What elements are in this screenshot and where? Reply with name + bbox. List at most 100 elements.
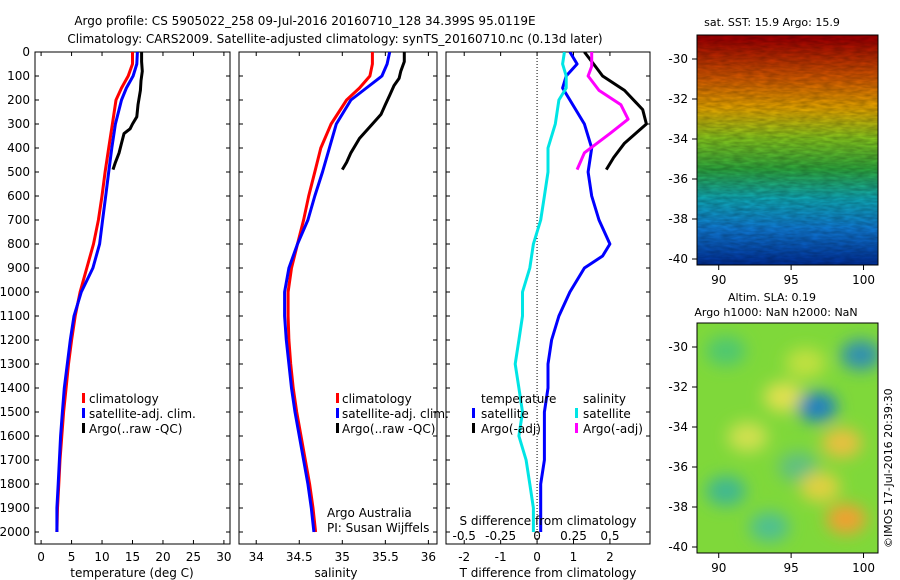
lon-tick-label: 100 — [852, 273, 875, 287]
legend-label-sal-satellite: satellite — [583, 407, 631, 421]
imos-watermark: ©IMOS 17-Jul-2016 20:39:30 — [882, 388, 895, 548]
depth-tick-label: 1100 — [0, 309, 30, 323]
depth-tick-label: 500 — [7, 165, 30, 179]
lat-tick-label: -38 — [668, 212, 688, 226]
depth-tick-label: 200 — [7, 93, 30, 107]
sla-blob — [826, 504, 867, 534]
difference-plot-frame — [445, 51, 651, 545]
sst-lat-axis: -30 -32 -34 -36 -38 -40 — [668, 52, 697, 266]
header-title-line1: Argo profile: CS 5905022_258 09-Jul-2016… — [74, 14, 535, 28]
lon-tick-label: 90 — [711, 273, 726, 287]
sla-map-subtitle: Argo h1000: NaN h2000: NaN — [694, 306, 857, 319]
legend-swatch-sal-argo — [575, 423, 578, 433]
difference-depth-ticks — [446, 51, 650, 533]
depth-tick-label: 600 — [7, 189, 30, 203]
sla-blob — [705, 336, 746, 366]
legend-title-salinity: salinity — [583, 392, 626, 406]
x-tick-label: 5 — [68, 550, 76, 564]
x-tick-label: 10 — [94, 550, 109, 564]
legend-swatch-climatology — [336, 393, 339, 403]
depth-tick-label: 1800 — [0, 477, 30, 491]
legend-label-satellite: satellite-adj. clim. — [342, 407, 449, 421]
legend-swatch-satellite — [336, 408, 339, 418]
sst-texture — [697, 35, 878, 265]
temperature-lines — [55, 52, 144, 533]
x-tick-label: 35.5 — [372, 550, 399, 564]
salinity-plot-frame — [238, 51, 438, 545]
sla-map-frame — [696, 322, 879, 554]
legend-swatch-temp-satellite — [472, 408, 475, 418]
lon-tick-label: 95 — [783, 561, 798, 575]
x-tick-label: 35 — [335, 550, 350, 564]
salinity-lines — [283, 52, 406, 533]
header-title-line2: Climatology: CARS2009. Satellite-adjuste… — [67, 32, 602, 46]
sla-map-panel: Altim. SLA: 0.19 Argo h1000: NaN h2000: … — [668, 291, 879, 575]
salinity-legend: climatology satellite-adj. clim. Argo(..… — [336, 392, 449, 436]
x-tick-label: 20 — [155, 550, 170, 564]
lat-tick-label: -40 — [668, 252, 688, 266]
t-difference-axis: -2 -1 0 1 2 — [458, 52, 614, 564]
legend-swatch-sal-satellite — [575, 408, 578, 418]
lat-tick-label: -30 — [668, 52, 688, 66]
x-tick-label: 25 — [186, 550, 201, 564]
sst-map-title: sat. SST: 15.9 Argo: 15.9 — [704, 16, 840, 29]
sla-blob — [840, 340, 878, 370]
s-tick-label: -0.5 — [453, 529, 476, 543]
legend-label-satellite: satellite-adj. clim. — [89, 407, 196, 421]
legend-label-sal-argo: Argo(-adj) — [583, 422, 643, 436]
temperature-legend: climatology satellite-adj. clim. Argo(..… — [82, 392, 196, 436]
s-difference-xlabel: S difference from climatology — [460, 514, 637, 528]
sst-lon-axis: 90 95 100 — [711, 265, 875, 287]
temperature-profile-panel: 0100200300400500600700800900100011001200… — [0, 45, 232, 580]
sst-map-panel: sat. SST: 15.9 Argo: 15.9 -30-32-34-36-3… — [668, 16, 879, 287]
series-line-salinity-satellite — [513, 52, 568, 532]
depth-tick-label: 900 — [7, 261, 30, 275]
depth-tick-label: 1900 — [0, 501, 30, 515]
legend-label-climatology: climatology — [89, 392, 159, 406]
legend-swatch-climatology — [82, 393, 85, 403]
sla-lon-axis: 90 95 100 — [711, 553, 875, 575]
x-tick-label: 0 — [37, 550, 45, 564]
lat-tick-label: -30 — [668, 340, 688, 354]
x-tick-label: 0 — [533, 550, 541, 564]
legend-label-argo: Argo(..raw -QC) — [342, 422, 435, 436]
sla-blob — [778, 452, 819, 482]
depth-tick-label: 800 — [7, 237, 30, 251]
lon-tick-label: 100 — [852, 561, 875, 575]
series-line-argo-raw-qc- — [111, 52, 144, 171]
depth-tick-label: 1300 — [0, 357, 30, 371]
series-line-satellite-adj-clim- — [55, 52, 139, 532]
series-line-satellite-adj-clim- — [283, 52, 392, 533]
s-tick-label: 0.5 — [600, 529, 619, 543]
x-tick-label: 34.5 — [286, 550, 313, 564]
depth-tick-label: 700 — [7, 213, 30, 227]
depth-axis: 0 100 200 300 400 500 600 700 800 900 1000 1100 1200… — [0, 45, 230, 539]
lat-tick-label: -36 — [668, 460, 688, 474]
lat-tick-label: -32 — [668, 92, 688, 106]
depth-tick-label: 1600 — [0, 429, 30, 443]
sla-lat-axis: -30 -32 -34 -36 -38 -40 — [668, 340, 697, 554]
s-tick-label: -0.25 — [485, 529, 516, 543]
temperature-xlabel: temperature (deg C) — [70, 566, 193, 580]
sla-blob — [797, 392, 838, 422]
sla-blob — [749, 512, 790, 542]
difference-profile-panel: -2 -1 0 1 2 -0.5 -0.25 0 0.25 0.5 T difference f… — [445, 51, 651, 580]
x-tick-label: -1 — [495, 550, 507, 564]
legend-label-climatology: climatology — [342, 392, 412, 406]
lat-tick-label: -32 — [668, 380, 688, 394]
annotation-argo-australia: Argo Australia — [327, 506, 412, 520]
sst-map-image — [697, 35, 878, 265]
series-line-temperature-satellite — [539, 52, 612, 532]
series-line-salinity-argo-adj- — [575, 52, 630, 171]
legend-swatch-argo — [82, 423, 85, 433]
lat-tick-label: -38 — [668, 500, 688, 514]
lat-tick-label: -40 — [668, 540, 688, 554]
sla-map-title: Altim. SLA: 0.19 — [728, 291, 816, 304]
salinity-xlabel: salinity — [314, 566, 357, 580]
depth-tick-label: 0 — [22, 45, 30, 59]
legend-label-temp-satellite: satellite — [481, 407, 529, 421]
lat-tick-label: -34 — [668, 420, 688, 434]
lat-tick-label: -36 — [668, 172, 688, 186]
series-line-argo-raw-qc- — [341, 52, 406, 171]
